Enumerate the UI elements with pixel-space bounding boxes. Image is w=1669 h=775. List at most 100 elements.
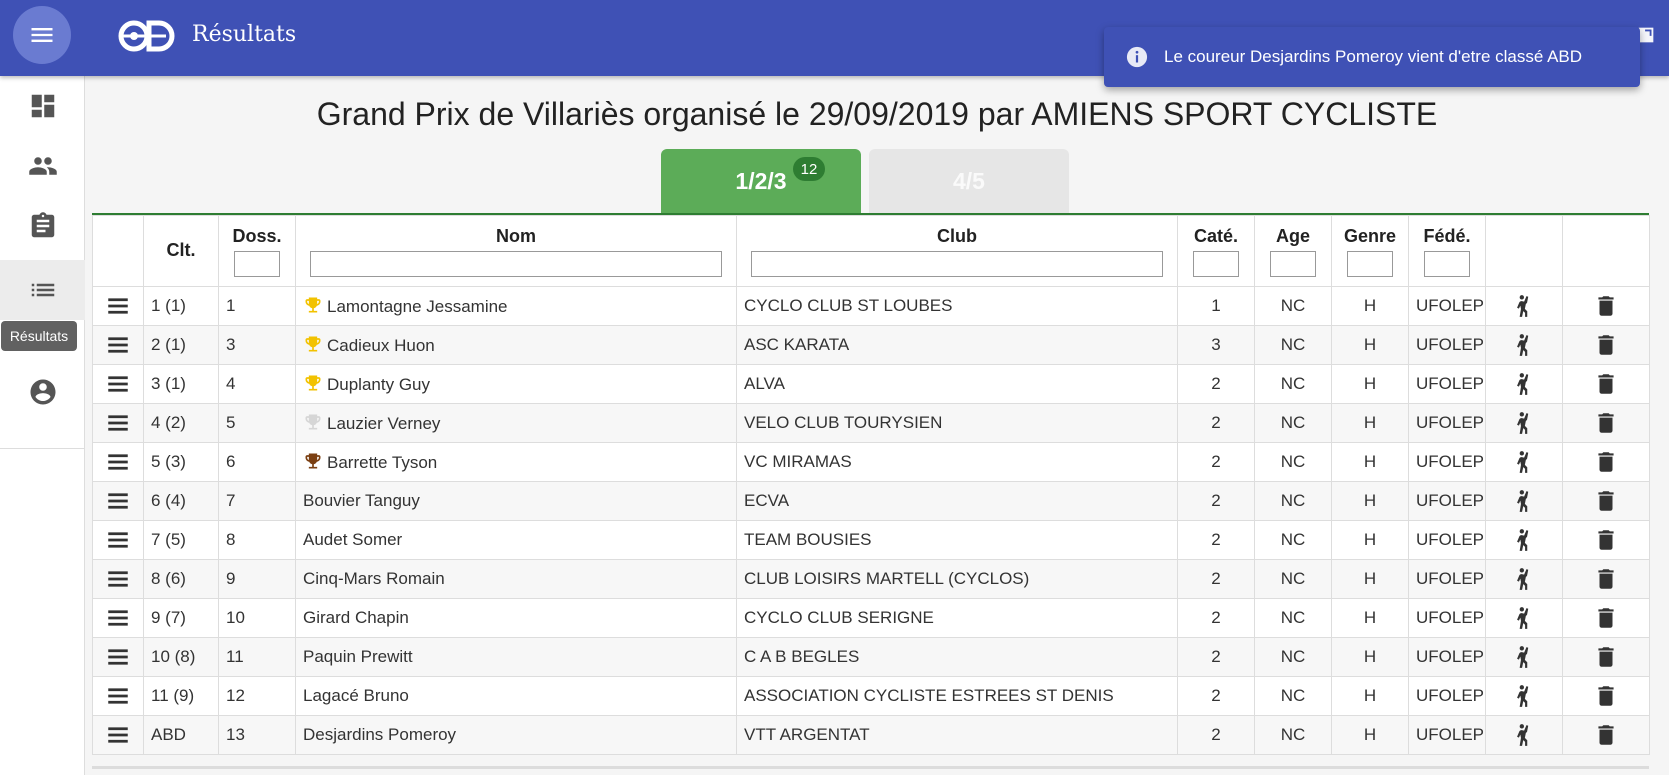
sidebar-item-dashboard[interactable] xyxy=(0,76,85,136)
abandon-button[interactable] xyxy=(1493,566,1555,592)
abandon-cell xyxy=(1485,403,1563,443)
abandon-button[interactable] xyxy=(1493,644,1555,670)
abandon-button[interactable] xyxy=(1493,449,1555,475)
notification-toast: Le coureur Desjardins Pomeroy vient d'et… xyxy=(1104,27,1640,87)
delete-cell xyxy=(1562,637,1650,677)
abandon-button[interactable] xyxy=(1493,332,1555,358)
delete-button[interactable] xyxy=(1570,566,1642,592)
drag-handle-icon[interactable] xyxy=(100,371,136,397)
drag-handle-cell[interactable] xyxy=(92,715,144,755)
delete-button[interactable] xyxy=(1570,527,1642,553)
drag-handle-cell[interactable] xyxy=(92,403,144,443)
age-filter-input[interactable] xyxy=(1270,251,1316,277)
trophy-icon xyxy=(305,375,321,391)
fede-filter-input[interactable] xyxy=(1424,251,1470,277)
abandon-cell xyxy=(1485,481,1563,521)
abandon-button[interactable] xyxy=(1493,683,1555,709)
drag-handle-icon[interactable] xyxy=(100,332,136,358)
people-icon xyxy=(28,157,57,175)
header-clt: Clt. xyxy=(143,215,219,287)
doss-cell: 10 xyxy=(218,598,296,638)
drag-handle-cell[interactable] xyxy=(92,481,144,521)
genre-cell: H xyxy=(1331,442,1409,482)
drag-handle-cell[interactable] xyxy=(92,364,144,404)
delete-button[interactable] xyxy=(1570,293,1642,319)
drag-handle-icon[interactable] xyxy=(100,293,136,319)
drag-handle-icon[interactable] xyxy=(100,449,136,475)
header-club: Club xyxy=(736,215,1178,287)
app-title: Résultats xyxy=(192,22,297,47)
sidebar-item-assignment[interactable] xyxy=(0,196,85,256)
person-raised-hand-icon xyxy=(1517,490,1529,512)
drag-handle-cell[interactable] xyxy=(92,559,144,599)
cate-filter-input[interactable] xyxy=(1193,251,1239,277)
nom-cell: Bouvier Tanguy xyxy=(295,481,737,521)
nom-cell: Paquin Prewitt xyxy=(295,637,737,677)
genre-cell: H xyxy=(1331,520,1409,560)
sidebar-item-results[interactable] xyxy=(0,260,85,320)
doss-cell: 4 xyxy=(218,364,296,404)
abandon-button[interactable] xyxy=(1493,488,1555,514)
abandon-button[interactable] xyxy=(1493,527,1555,553)
genre-filter-input[interactable] xyxy=(1347,251,1393,277)
header-nom-label: Nom xyxy=(496,226,536,246)
abandon-button[interactable] xyxy=(1493,410,1555,436)
drag-handle-icon[interactable] xyxy=(100,683,136,709)
drag-handle-icon[interactable] xyxy=(100,722,136,748)
doss-cell: 7 xyxy=(218,481,296,521)
delete-button[interactable] xyxy=(1570,332,1642,358)
delete-button[interactable] xyxy=(1570,722,1642,748)
drag-handle-cell[interactable] xyxy=(92,286,144,326)
delete-button[interactable] xyxy=(1570,605,1642,631)
abandon-button[interactable] xyxy=(1493,293,1555,319)
abandon-button[interactable] xyxy=(1493,605,1555,631)
sidebar-item-account[interactable] xyxy=(0,362,85,422)
delete-button[interactable] xyxy=(1570,449,1642,475)
delete-button[interactable] xyxy=(1570,371,1642,397)
delete-button[interactable] xyxy=(1570,644,1642,670)
drag-handle-icon[interactable] xyxy=(100,644,136,670)
drag-handle-icon[interactable] xyxy=(100,605,136,631)
drag-handle-icon[interactable] xyxy=(100,527,136,553)
drag-handle-icon[interactable] xyxy=(100,488,136,514)
drag-handle-cell[interactable] xyxy=(92,637,144,677)
fede-cell: UFOLEP xyxy=(1408,715,1486,755)
table-row: 4 (2) 5 Lauzier Verney VELO CLUB TOURYSI… xyxy=(92,403,1650,443)
nom-filter-input[interactable] xyxy=(310,251,722,277)
drag-handle-cell[interactable] xyxy=(92,442,144,482)
tab-category-1-2-3[interactable]: 1/2/3 12 xyxy=(661,149,861,213)
header-nom: Nom xyxy=(295,215,737,287)
rider-name: Bouvier Tanguy xyxy=(303,491,420,510)
abandon-cell xyxy=(1485,637,1563,677)
club-filter-input[interactable] xyxy=(751,251,1163,277)
tab-category-4-5[interactable]: 4/5 xyxy=(869,149,1069,213)
delete-button[interactable] xyxy=(1570,410,1642,436)
person-raised-hand-icon xyxy=(1517,412,1529,434)
nom-cell: Barrette Tyson xyxy=(295,442,737,482)
sidebar-item-people[interactable] xyxy=(0,136,85,196)
drag-handle-cell[interactable] xyxy=(92,325,144,365)
cate-cell: 2 xyxy=(1177,637,1255,677)
genre-cell: H xyxy=(1331,676,1409,716)
menu-button[interactable] xyxy=(13,6,71,64)
drag-handle-cell[interactable] xyxy=(92,676,144,716)
age-cell: NC xyxy=(1254,286,1332,326)
club-cell: CYCLO CLUB ST LOUBES xyxy=(736,286,1178,326)
drag-handle-cell[interactable] xyxy=(92,520,144,560)
header-doss-label: Doss. xyxy=(232,226,282,246)
genre-cell: H xyxy=(1331,559,1409,599)
drag-handle-cell[interactable] xyxy=(92,598,144,638)
doss-filter-input[interactable] xyxy=(234,251,280,277)
abandon-cell xyxy=(1485,286,1563,326)
doss-cell: 12 xyxy=(218,676,296,716)
abandon-button[interactable] xyxy=(1493,722,1555,748)
drag-handle-icon[interactable] xyxy=(100,566,136,592)
delete-button[interactable] xyxy=(1570,488,1642,514)
open-in-new-icon[interactable] xyxy=(1635,24,1657,46)
results-table: Clt. Doss. Nom Club Caté. Age Genre Fédé… xyxy=(92,213,1650,755)
delete-button[interactable] xyxy=(1570,683,1642,709)
drag-handle-icon[interactable] xyxy=(100,410,136,436)
dashboard-icon xyxy=(31,94,54,118)
doss-cell: 13 xyxy=(218,715,296,755)
abandon-button[interactable] xyxy=(1493,371,1555,397)
